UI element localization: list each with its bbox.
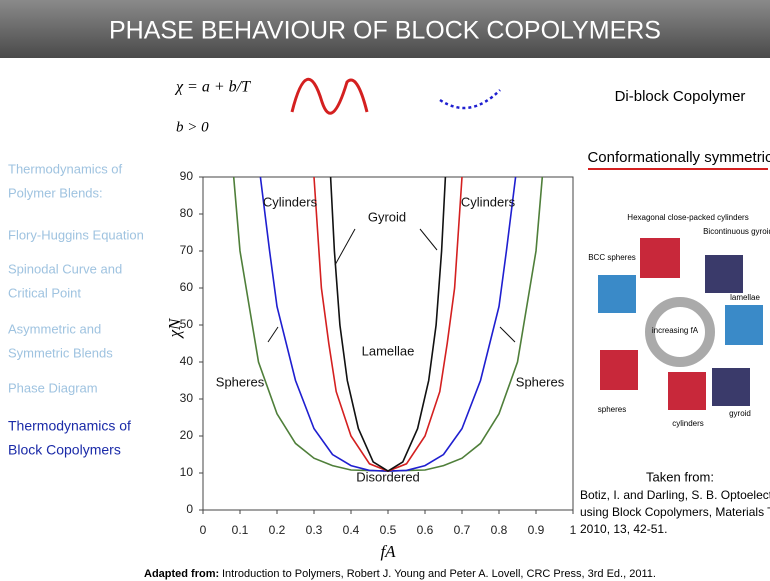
sketch (440, 90, 500, 108)
footer-text: Introduction to Polymers, Robert J. Youn… (222, 568, 656, 580)
region-label: Gyroid (368, 209, 406, 224)
x-tick-label: 0.6 (417, 523, 434, 537)
source-line: using Block Copolymers, Materials Today, (580, 505, 770, 519)
y-tick-label: 20 (180, 428, 194, 442)
x-tick-label: 1 (570, 523, 577, 537)
x-tick-label: 0.8 (491, 523, 508, 537)
cube (668, 372, 706, 410)
figure-label: gyroid (729, 409, 751, 418)
x-axis-label: fA (380, 542, 396, 561)
x-tick-label: 0.7 (454, 523, 471, 537)
y-tick-label: 90 (180, 169, 194, 183)
cube (725, 305, 763, 345)
pointer (420, 229, 437, 250)
equation: χ = a + b/T (174, 79, 251, 96)
figure-label: increasing fA (652, 326, 699, 335)
region-label: Disordered (356, 469, 420, 484)
figure-label: Bicontinuous gyroid (703, 227, 770, 236)
region-label: Spheres (216, 374, 265, 389)
y-axis-label: χN (165, 317, 184, 339)
nav-item: Flory-Huggins Equation (8, 227, 144, 242)
region-label: Cylinders (461, 194, 516, 209)
cube (712, 368, 750, 406)
footer-label: Adapted from: (144, 568, 219, 580)
y-tick-label: 40 (180, 354, 194, 368)
sketch (292, 79, 367, 113)
region-label: Spheres (516, 374, 565, 389)
figure-label: Hexagonal close-packed cylinders (627, 213, 748, 222)
nav-item: Critical Point (8, 285, 81, 300)
panel-subtitle: Conformationally symmetric (587, 149, 770, 166)
panel-title: Di-block Copolymer (615, 88, 746, 105)
cube (640, 238, 680, 278)
y-tick-label: 60 (180, 280, 194, 294)
morphology-figure (598, 238, 763, 410)
region-label: Lamellae (362, 343, 415, 358)
source-line: Botiz, I. and Darling, S. B. Optoelectro… (580, 488, 770, 502)
region-label: Cylinders (263, 194, 318, 209)
source-heading: Taken from: (646, 469, 714, 484)
y-tick-label: 10 (180, 465, 194, 479)
slide-title: PHASE BEHAVIOUR OF BLOCK COPOLYMERS (109, 17, 661, 45)
pointer (268, 327, 278, 342)
y-tick-label: 0 (186, 502, 193, 516)
equation: b > 0 (176, 119, 209, 135)
y-tick-label: 70 (180, 243, 194, 257)
x-tick-label: 0.2 (269, 523, 286, 537)
pointer (335, 229, 355, 265)
figure-label: spheres (598, 405, 626, 414)
nav-item: Phase Diagram (8, 380, 98, 395)
slide: PHASE BEHAVIOUR OF BLOCK COPOLYMERS χ = … (0, 0, 770, 581)
nav-item: Thermodynamics of (8, 418, 131, 434)
nav-item: Symmetric Blends (8, 345, 113, 360)
y-tick-label: 30 (180, 391, 194, 405)
x-tick-label: 0.5 (380, 523, 397, 537)
cube (598, 275, 636, 313)
x-tick-label: 0.9 (528, 523, 545, 537)
nav-item: Spinodal Curve and (8, 261, 122, 276)
x-tick-label: 0.1 (232, 523, 249, 537)
y-tick-label: 80 (180, 206, 194, 220)
figure-label: BCC spheres (588, 253, 636, 262)
nav-item: Asymmetric and (8, 321, 101, 336)
x-tick-label: 0 (200, 523, 207, 537)
nav-item: Polymer Blends: (8, 185, 103, 200)
cube (705, 255, 743, 293)
nav-item: Block Copolymers (8, 442, 121, 458)
cube (600, 350, 638, 390)
figure-label: cylinders (672, 419, 704, 428)
nav-item: Thermodynamics of (8, 161, 123, 176)
pointer (500, 327, 515, 342)
figure-label: lamellae (730, 293, 760, 302)
x-tick-label: 0.3 (306, 523, 323, 537)
x-tick-label: 0.4 (343, 523, 360, 537)
source-line: 2010, 13, 42-51. (580, 522, 667, 536)
